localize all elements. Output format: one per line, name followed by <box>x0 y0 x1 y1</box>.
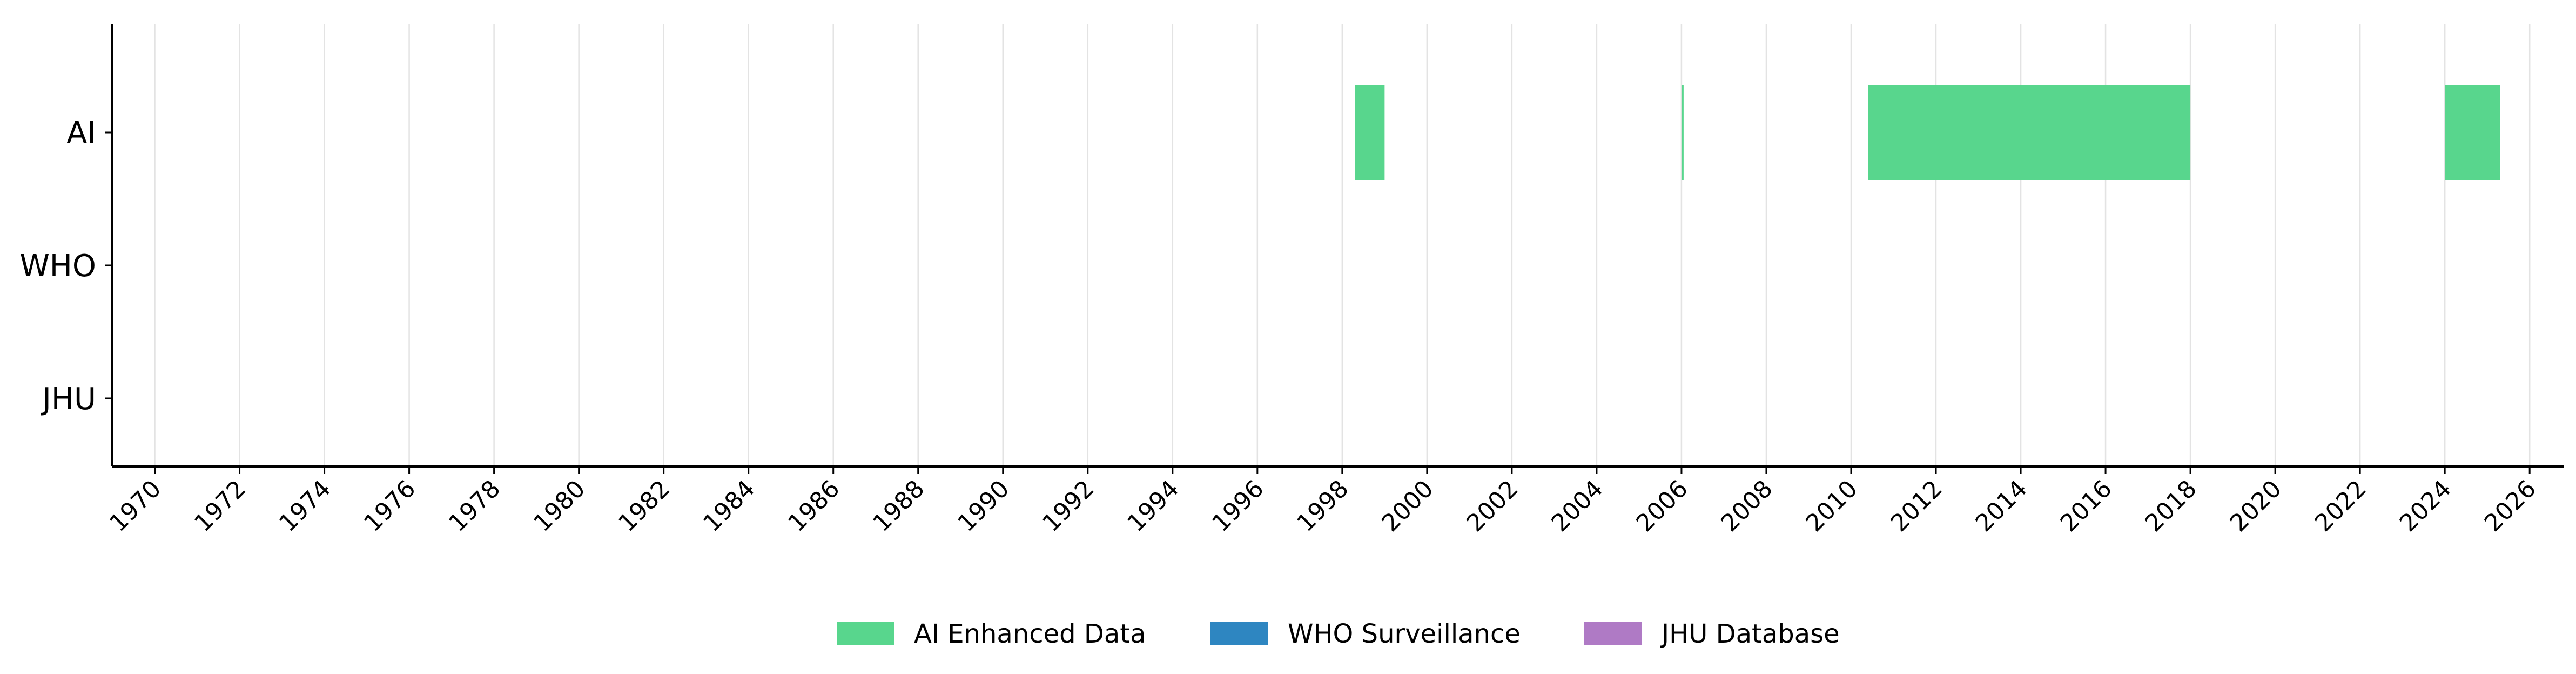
grid-lines <box>154 24 2531 466</box>
x-tick-label: 2010 <box>1801 475 1863 537</box>
x-tick-label: 2002 <box>1461 475 1523 537</box>
category-label-who: WHO <box>19 249 96 284</box>
x-tick-labels: 1970 1972 1974 1976 1978 1980 1982 1984 1986 1988… <box>104 466 2541 537</box>
x-tick-label: 2024 <box>2395 475 2457 537</box>
interval-bar-ai-1 <box>1681 85 1684 180</box>
x-tick-label: 2000 <box>1376 475 1438 537</box>
x-tick-label: 1998 <box>1292 475 1354 537</box>
x-tick-label: 1970 <box>104 475 166 537</box>
interval-bar-ai-3 <box>2445 85 2500 180</box>
x-tick-label: 1978 <box>443 475 506 537</box>
x-tick-label: 2004 <box>1546 475 1608 537</box>
x-tick-label: 1980 <box>528 475 590 537</box>
x-tick-label: 2006 <box>1631 475 1693 537</box>
x-tick-label: 2014 <box>1970 475 2033 537</box>
category-label-ai: AI <box>66 116 96 151</box>
x-tick-label: 1976 <box>359 475 421 537</box>
x-tick-label: 2016 <box>2055 475 2117 537</box>
category-labels: AI WHO JHU <box>19 116 112 417</box>
x-tick-label: 2018 <box>2140 475 2202 537</box>
interval-bar-ai-0 <box>1355 85 1385 180</box>
legend-swatch-who <box>1210 622 1268 645</box>
legend-label-jhu: JHU Database <box>1660 619 1840 649</box>
x-tick-label: 1986 <box>783 475 845 537</box>
x-tick-label: 2008 <box>1716 475 1778 537</box>
x-tick-label: 2026 <box>2479 475 2541 537</box>
x-tick-label: 2022 <box>2310 475 2372 537</box>
x-tick-label: 2020 <box>2225 475 2287 537</box>
legend-label-who: WHO Surveillance <box>1288 619 1521 649</box>
interval-bar-ai-2 <box>1868 85 2191 180</box>
legend-swatch-ai <box>837 622 894 645</box>
x-tick-label: 1974 <box>274 475 336 537</box>
x-tick-label: 1982 <box>613 475 675 537</box>
x-tick-label: 1984 <box>698 475 760 537</box>
x-tick-label: 1992 <box>1037 475 1099 537</box>
x-tick-label: 1988 <box>867 475 930 537</box>
x-tick-label: 1990 <box>952 475 1014 537</box>
legend-label-ai: AI Enhanced Data <box>914 619 1146 649</box>
axes <box>111 24 2564 468</box>
x-tick-label: 1972 <box>189 475 251 537</box>
legend-swatch-jhu <box>1584 622 1642 645</box>
category-label-jhu: JHU <box>41 382 96 417</box>
interval-bars <box>1355 85 2500 180</box>
x-tick-label: 1994 <box>1122 475 1184 537</box>
x-tick-label: 2012 <box>1886 475 1948 537</box>
x-tick-label: 1996 <box>1207 475 1269 537</box>
legend: AI Enhanced Data WHO Surveillance JHU Data… <box>837 619 1840 649</box>
